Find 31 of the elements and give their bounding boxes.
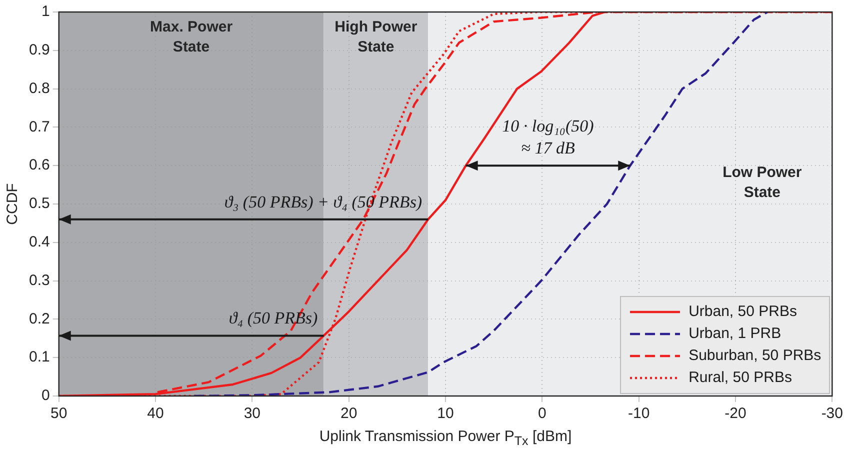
annotation: 10 · log₁₀(50) ≈ 17 dB [502,116,594,158]
y-tick-label: 0.9 [28,42,50,59]
x-tick-label: 20 [340,405,358,422]
y-axis-title: CCDF [4,183,22,225]
y-tick-label: 0.5 [28,195,50,212]
y-tick-label: 0 [42,387,50,404]
x-tick-label: 30 [244,405,261,422]
y-tick-label: 0.7 [28,118,50,136]
x-tick-label: -30 [821,405,844,422]
legend-label: Rural, 50 PRBs [688,368,792,388]
x-tick-label: 0 [538,405,546,422]
y-tick-label: 0.3 [28,272,50,289]
y-tick-label: 0.1 [28,348,50,366]
x-axis-title: Uplink Transmission Power P$_{Tx}$ [dBm] [318,428,573,448]
x-tick-label: -20 [724,405,746,422]
x-tick-label: 40 [147,405,164,422]
x-tick-label: -10 [628,405,650,422]
y-tick-label: 0.2 [28,310,50,328]
y-tick-label: 1 [42,3,50,20]
band-label: Low Power State [722,164,802,202]
legend-label: Urban, 50 PRBs [688,302,797,322]
x-tick-label: 10 [437,405,454,422]
y-tick-label: 0.6 [28,156,50,174]
x-tick-label: 50 [50,405,68,422]
y-tick-label: 0.8 [28,80,50,97]
legend-label: Urban, 1 PRB [688,324,782,344]
band-label: Max. Power State [150,18,233,56]
y-tick-label: 0.4 [28,234,50,251]
legend-label: Suburban, 50 PRBs [688,346,822,366]
annotation: ϑ₄ (50 PRBs) [228,308,318,328]
band-label: High Power State [334,18,418,56]
